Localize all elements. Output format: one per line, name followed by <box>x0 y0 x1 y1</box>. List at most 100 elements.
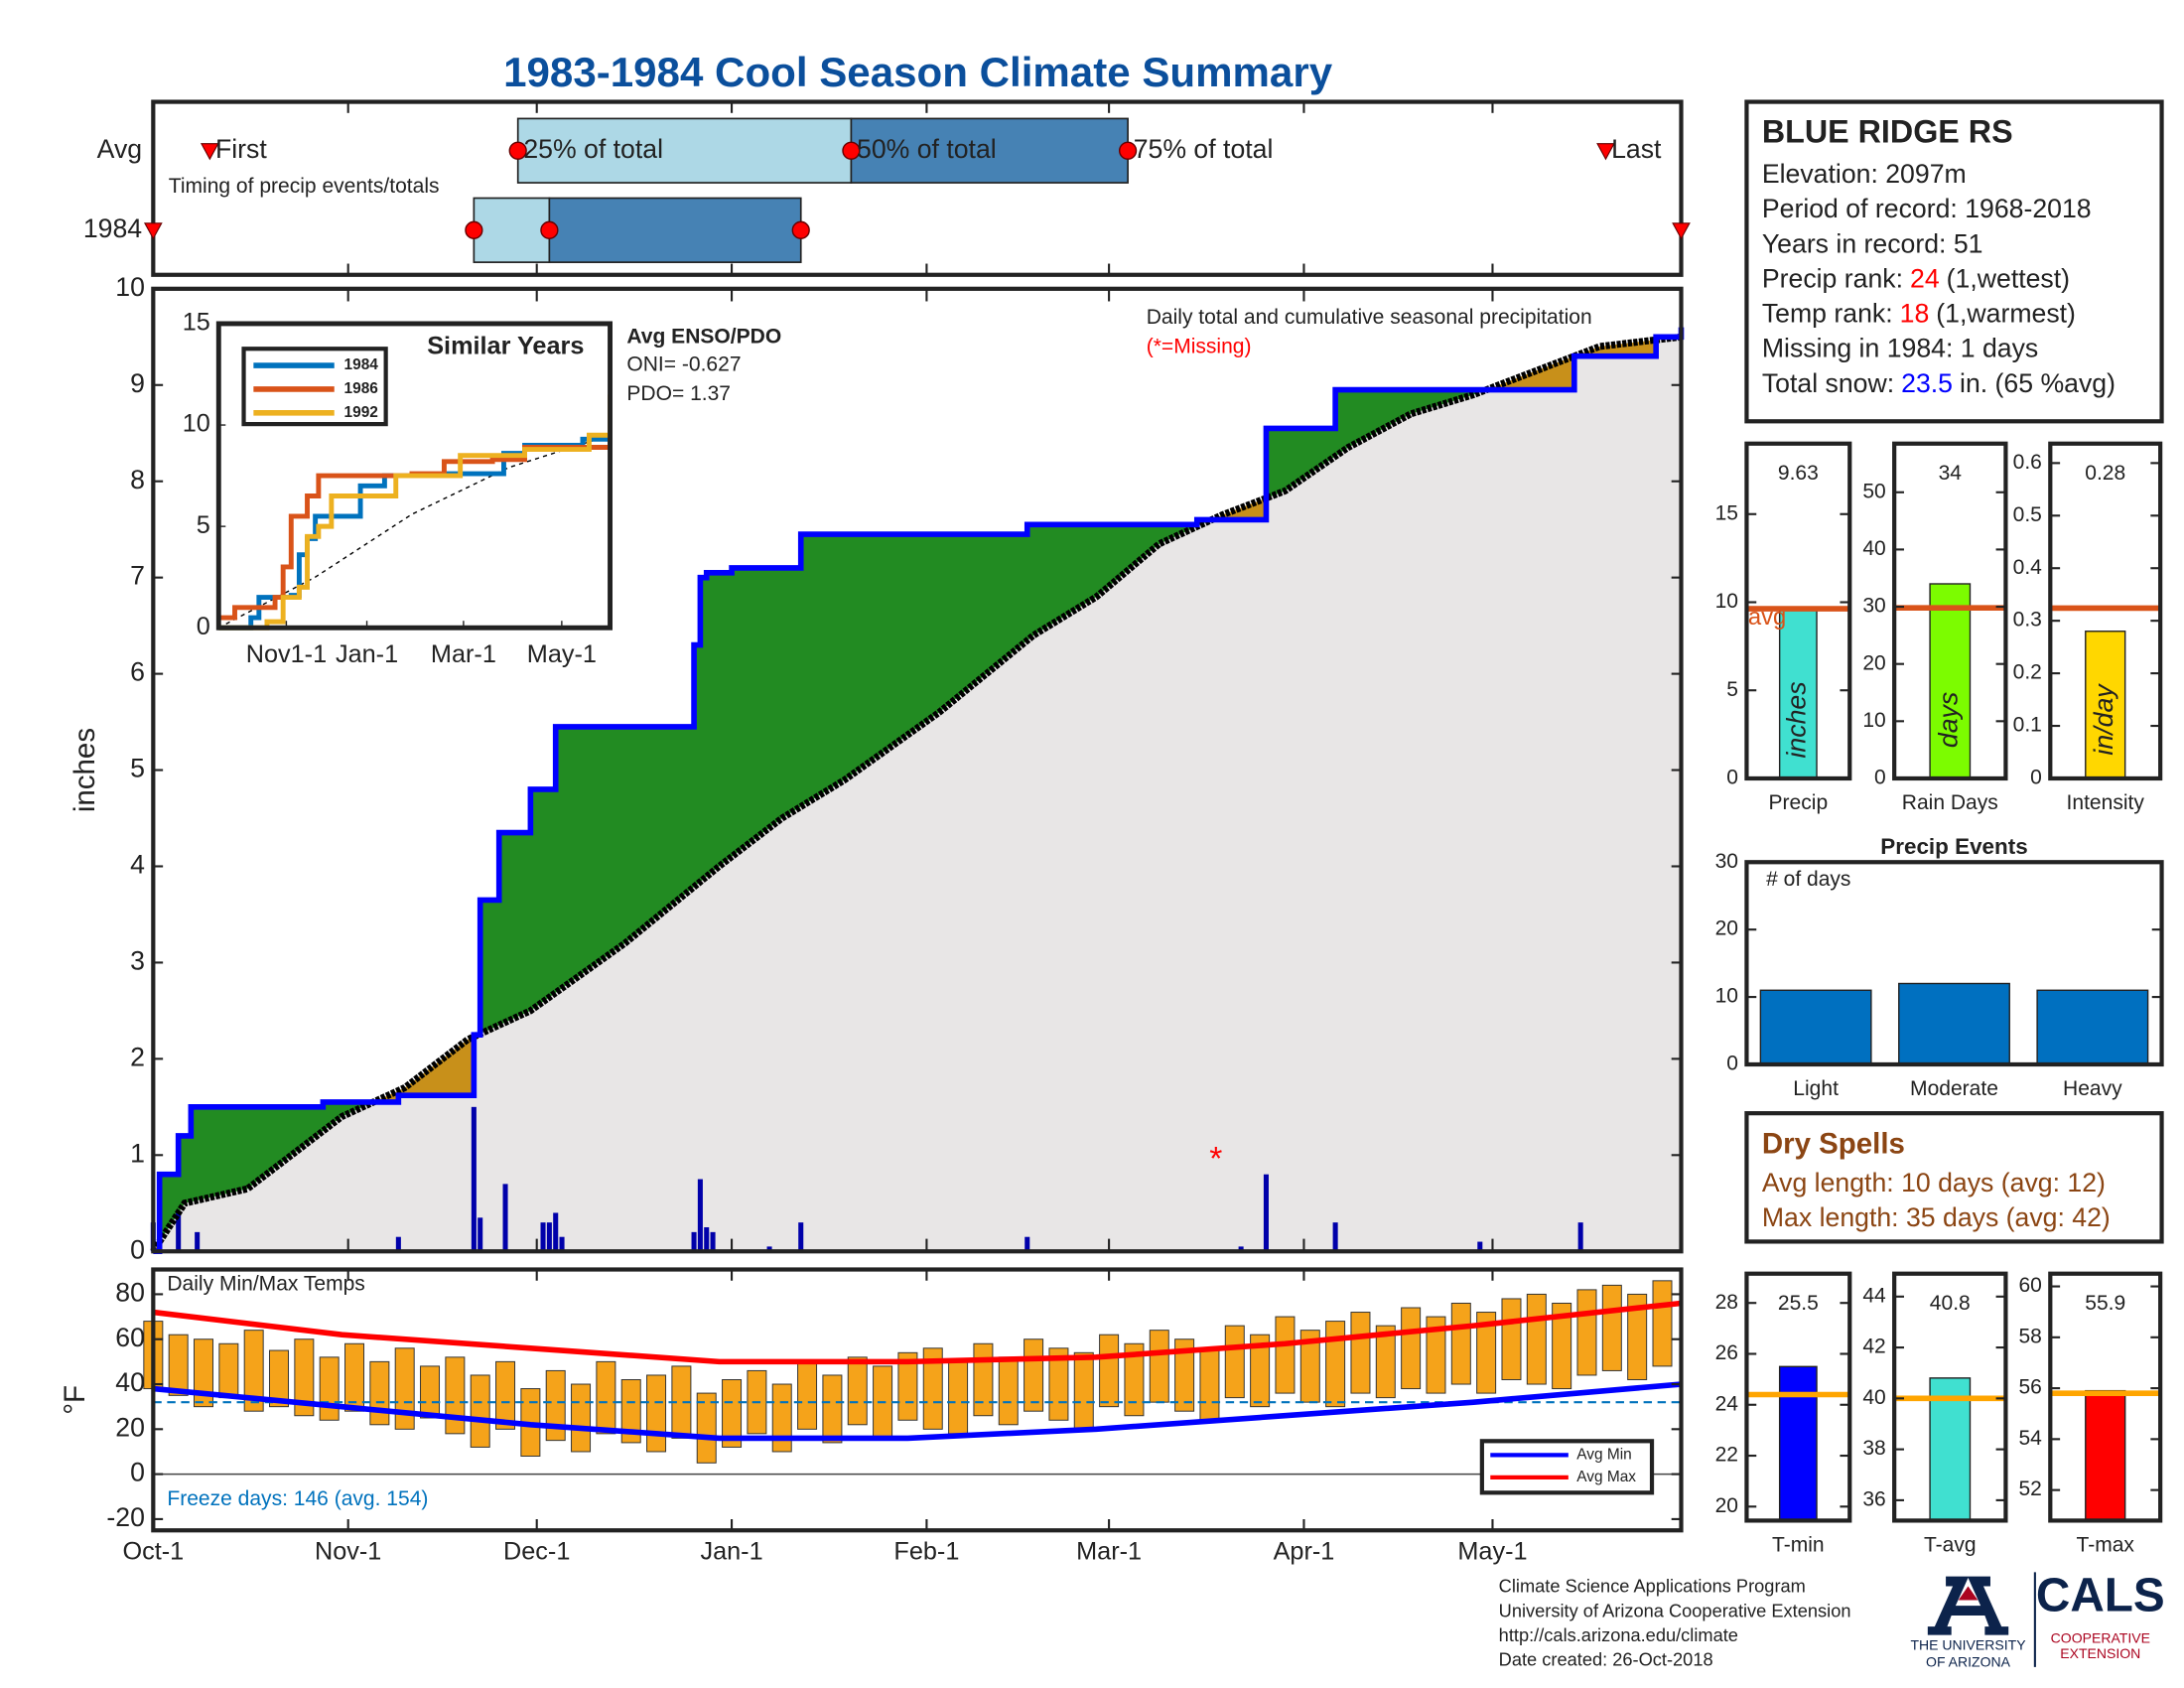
temp-bar <box>294 1338 315 1417</box>
temp-bar <box>822 1374 843 1444</box>
temp-bar <box>319 1356 340 1421</box>
footer-line: http://cals.arizona.edu/climate <box>1499 1624 1738 1645</box>
y-tick-label: 20 <box>1715 1494 1738 1517</box>
y-tick-label: 10 <box>1862 709 1885 732</box>
legend-label: 1992 <box>344 404 378 421</box>
temp-bar <box>1627 1293 1648 1380</box>
daily-bar <box>798 1222 804 1252</box>
x-tick-label: T-min <box>1772 1533 1825 1556</box>
daily-bar <box>1577 1222 1583 1252</box>
station-text: Missing in 1984: 1 days <box>1762 334 2038 363</box>
temp-bar <box>1401 1307 1422 1390</box>
legend-label: 1986 <box>344 380 379 397</box>
timing-label: First <box>215 134 267 164</box>
value-label: 34 <box>1939 462 1963 485</box>
plot-frame <box>2048 441 2163 781</box>
y-tick-label: 9 <box>130 368 145 398</box>
temp-bar <box>922 1347 943 1430</box>
y-tick-label: 54 <box>2018 1427 2042 1450</box>
y-tick-label: 24 <box>1715 1392 1739 1415</box>
temp-bar <box>1426 1316 1446 1394</box>
y-tick-label: 40 <box>115 1367 145 1397</box>
logo-cals: CALS <box>2036 1570 2165 1622</box>
temp-bar <box>620 1379 641 1444</box>
footer-line: University of Arizona Cooperative Extens… <box>1499 1600 1851 1620</box>
daily-bar <box>1024 1236 1030 1252</box>
station-text: (1,warmest) <box>1936 299 2076 329</box>
x-tick-label: Rain Days <box>1902 791 1998 814</box>
temp-bar <box>545 1369 566 1442</box>
station-text: 24 <box>1910 263 1940 293</box>
x-tick-label: May-1 <box>527 640 597 668</box>
x-tick-label: Oct-1 <box>122 1537 184 1565</box>
daily-bar <box>195 1231 201 1252</box>
temp-bar <box>1250 1334 1271 1408</box>
daily-bar <box>176 1212 182 1252</box>
station-text: Total snow: <box>1762 368 1894 398</box>
y-tick-label: 28 <box>1715 1291 1738 1314</box>
temp-bar <box>696 1392 717 1464</box>
temp-bar <box>571 1383 592 1453</box>
daily-bar <box>553 1212 559 1252</box>
unit-label: inches <box>1781 681 1811 758</box>
temp-bar <box>1149 1330 1169 1403</box>
daily-bar <box>1263 1174 1269 1252</box>
y-tick-label: 7 <box>130 561 145 591</box>
row-label: Avg <box>97 134 142 164</box>
logo-university: OF ARIZONA <box>1926 1653 2011 1669</box>
temp-bar <box>218 1342 239 1399</box>
x-tick-label: Apr-1 <box>1274 1537 1335 1565</box>
plot-frame <box>1744 441 1852 781</box>
temp-bar <box>948 1360 969 1435</box>
ua-logo-a-inner <box>1958 1586 1979 1601</box>
station-text: Elevation: 2097m <box>1762 159 1967 189</box>
temp-bar <box>1174 1338 1195 1412</box>
station-text: Precip rank: <box>1762 263 1903 293</box>
timing-label: Last <box>1611 134 1662 164</box>
temp-bar <box>1652 1280 1673 1367</box>
x-tick-label: Mar-1 <box>431 640 496 668</box>
station-line: Precip rank: 24 (1,wettest) <box>1762 263 2070 293</box>
y-tick-label: -20 <box>106 1502 145 1532</box>
timing-point <box>508 141 527 160</box>
temp-bar <box>1526 1293 1547 1385</box>
bar <box>2036 989 2149 1065</box>
temp-bar <box>998 1356 1019 1426</box>
y-tick-label: 5 <box>197 511 210 539</box>
station-box <box>1744 99 2164 424</box>
temp-bar <box>1576 1289 1597 1376</box>
plot-frame <box>151 99 1684 277</box>
y-tick-label: 5 <box>1726 678 1738 701</box>
bar <box>1898 982 2010 1065</box>
y-tick-label: 8 <box>130 465 145 494</box>
y-tick-label: 5 <box>130 754 145 783</box>
daily-bar <box>1238 1246 1244 1252</box>
daily-bar <box>546 1222 552 1252</box>
timing-point <box>465 220 483 239</box>
plot-frame <box>151 1267 1684 1533</box>
annotation: Timing of precip events/totals <box>169 175 440 198</box>
avg-line <box>150 333 1682 1254</box>
bar <box>1759 989 1872 1065</box>
logo-university: THE UNIVERSITY <box>1910 1637 2026 1653</box>
temp-bar <box>1124 1342 1145 1417</box>
temp-bar <box>394 1347 415 1430</box>
daily-bar <box>697 1179 703 1252</box>
temp-bar <box>1375 1325 1396 1399</box>
series-line <box>218 437 613 621</box>
legend-label: Avg Max <box>1576 1469 1636 1485</box>
cumulative-line <box>153 327 1685 1255</box>
unit-label: days <box>1933 692 1963 748</box>
station-text: in. (65 %avg) <box>1960 368 2116 398</box>
temp-bar <box>646 1374 667 1453</box>
temp-bar <box>771 1383 792 1453</box>
station-line: Elevation: 2097m <box>1762 159 1967 189</box>
plot-frame <box>1744 860 2164 1067</box>
temp-bar <box>1024 1338 1044 1412</box>
temp-bar <box>722 1379 743 1448</box>
y-tick-label: 20 <box>1862 651 1885 674</box>
y-tick-label: 30 <box>1862 595 1885 618</box>
x-tick-label: Intensity <box>2067 791 2145 814</box>
value-label: 0.28 <box>2085 462 2125 485</box>
daily-bar <box>478 1217 483 1252</box>
